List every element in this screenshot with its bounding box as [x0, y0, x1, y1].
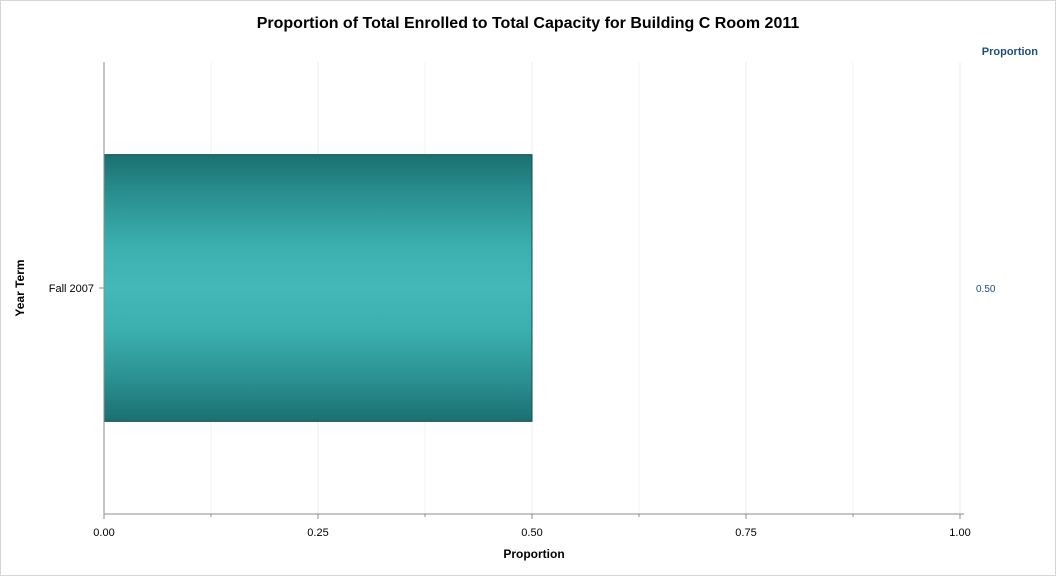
axes: 0.00 0.25 0.50 0.75 1.00 Fall 2007 0.50 [49, 62, 996, 539]
bars [103, 154, 533, 422]
x-tick-label: 0.25 [307, 527, 328, 539]
x-tick-label: 1.00 [949, 527, 970, 539]
stat-column-header: Proportion [982, 46, 1038, 58]
x-tick-label: 0.00 [93, 527, 114, 539]
y-tick-label: Fall 2007 [49, 283, 94, 295]
x-tick-label: 0.75 [735, 527, 756, 539]
x-tick-label: 0.50 [521, 527, 542, 539]
stat-value: 0.50 [976, 284, 996, 295]
y-axis-label: Year Term [13, 259, 27, 316]
bar [103, 154, 533, 422]
x-axis-label: Proportion [503, 547, 564, 561]
chart-title: Proportion of Total Enrolled to Total Ca… [257, 15, 800, 32]
